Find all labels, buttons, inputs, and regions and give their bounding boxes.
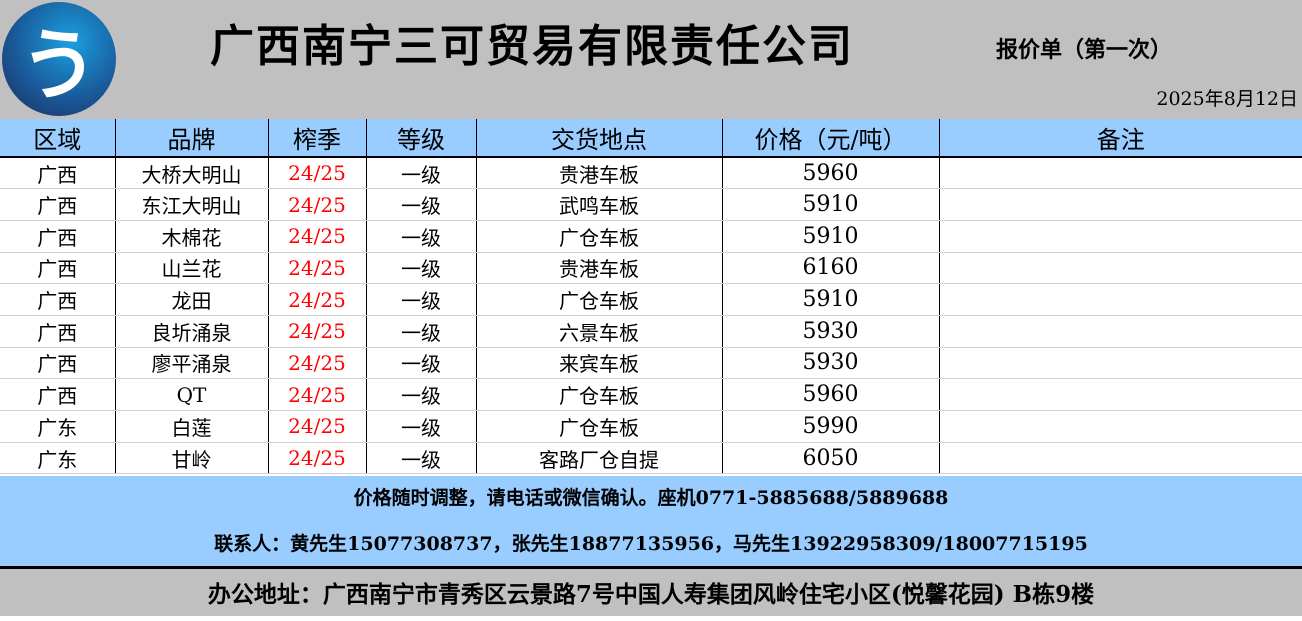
cell-remark xyxy=(938,347,1302,380)
cell-region: 广西 xyxy=(0,283,115,316)
cell-grade: 一级 xyxy=(365,442,476,475)
cell-delivery: 广仓车板 xyxy=(475,410,722,443)
cell-remark xyxy=(938,410,1302,443)
cell-price: 5930 xyxy=(721,347,939,380)
cell-brand: 廖平涌泉 xyxy=(114,347,268,380)
cell-price: 5910 xyxy=(721,283,939,316)
cell-region: 广西 xyxy=(0,220,115,253)
cell-price: 5930 xyxy=(721,315,939,348)
cell-brand: 山兰花 xyxy=(114,252,268,285)
cell-price: 6050 xyxy=(721,442,939,475)
column-header-region: 区域 xyxy=(0,119,115,158)
table-header-row: 区域 品牌 榨季 等级 交货地点 价格（元/吨） 备注 xyxy=(0,119,1302,158)
cell-remark xyxy=(938,315,1302,348)
price-notice: 价格随时调整，请电话或微信确认。座机0771-5885688/5889688 xyxy=(353,487,949,509)
cell-remark xyxy=(938,442,1302,475)
cell-season: 24/25 xyxy=(267,188,366,221)
cell-brand: 东江大明山 xyxy=(114,188,268,221)
cell-delivery: 武鸣车板 xyxy=(475,188,722,221)
cell-delivery: 贵港车板 xyxy=(475,252,722,285)
table-row: 广西 东江大明山 24/25 一级 武鸣车板 5910 xyxy=(0,188,1302,221)
column-header-remark: 备注 xyxy=(938,119,1302,158)
cell-brand: 甘岭 xyxy=(114,442,268,475)
cell-grade: 一级 xyxy=(365,347,476,380)
contacts: 联系人：黄先生15077308737，张先生18877135956，马先生139… xyxy=(214,533,1088,555)
cell-delivery: 客路厂仓自提 xyxy=(475,442,722,475)
notice-panel: 价格随时调整，请电话或微信确认。座机0771-5885688/5889688 联… xyxy=(0,476,1302,569)
cell-delivery: 贵港车板 xyxy=(475,157,722,190)
cell-season: 24/25 xyxy=(267,252,366,285)
cell-region: 广西 xyxy=(0,347,115,380)
table-row: 广东 甘岭 24/25 一级 客路厂仓自提 6050 xyxy=(0,442,1302,475)
cell-delivery: 广仓车板 xyxy=(475,378,722,411)
table-row: 广西 木棉花 24/25 一级 广仓车板 5910 xyxy=(0,220,1302,253)
cell-grade: 一级 xyxy=(365,315,476,348)
cell-remark xyxy=(938,157,1302,190)
cell-remark xyxy=(938,188,1302,221)
column-header-price: 价格（元/吨） xyxy=(721,119,939,158)
table-row: 广西 良圻涌泉 24/25 一级 六景车板 5930 xyxy=(0,315,1302,348)
cell-price: 6160 xyxy=(721,252,939,285)
price-table: 区域 品牌 榨季 等级 交货地点 价格（元/吨） 备注 广西 大桥大明山 24/25 一级 贵港车板… xyxy=(0,119,1302,475)
cell-region: 广东 xyxy=(0,442,115,475)
cell-remark xyxy=(938,220,1302,253)
table-row: 广西 大桥大明山 24/25 一级 贵港车板 5960 xyxy=(0,157,1302,190)
cell-region: 广西 xyxy=(0,252,115,285)
cell-region: 广西 xyxy=(0,315,115,348)
cell-region: 广西 xyxy=(0,157,115,190)
column-header-season: 榨季 xyxy=(267,119,366,158)
logo-glyph: う xyxy=(19,21,98,111)
cell-season: 24/25 xyxy=(267,378,366,411)
cell-price: 5960 xyxy=(721,157,939,190)
cell-remark xyxy=(938,252,1302,285)
cell-season: 24/25 xyxy=(267,442,366,475)
table-row: 广西 廖平涌泉 24/25 一级 来宾车板 5930 xyxy=(0,347,1302,380)
cell-grade: 一级 xyxy=(365,378,476,411)
cell-delivery: 六景车板 xyxy=(475,315,722,348)
table-row: 广西 QT 24/25 一级 广仓车板 5960 xyxy=(0,378,1302,411)
cell-price: 5960 xyxy=(721,378,939,411)
cell-season: 24/25 xyxy=(267,410,366,443)
cell-grade: 一级 xyxy=(365,410,476,443)
table-row: 广西 山兰花 24/25 一级 贵港车板 6160 xyxy=(0,252,1302,285)
cell-region: 广西 xyxy=(0,378,115,411)
cell-season: 24/25 xyxy=(267,347,366,380)
column-header-brand: 品牌 xyxy=(114,119,268,158)
quote-date: 2025年8月12日 xyxy=(1156,88,1298,110)
company-logo: う xyxy=(2,2,116,116)
column-header-delivery: 交货地点 xyxy=(475,119,722,158)
table-row: 广西 龙田 24/25 一级 广仓车板 5910 xyxy=(0,283,1302,316)
cell-grade: 一级 xyxy=(365,157,476,190)
company-name: 广西南宁三可贸易有限责任公司 xyxy=(210,21,854,72)
cell-remark xyxy=(938,283,1302,316)
cell-price: 5910 xyxy=(721,188,939,221)
cell-season: 24/25 xyxy=(267,283,366,316)
title-banner: う 广西南宁三可贸易有限责任公司 报价单（第一次） 2025年8月12日 xyxy=(0,0,1302,119)
cell-brand: QT xyxy=(114,378,268,411)
cell-season: 24/25 xyxy=(267,157,366,190)
column-header-grade: 等级 xyxy=(365,119,476,158)
cell-brand: 良圻涌泉 xyxy=(114,315,268,348)
table-row: 广东 白莲 24/25 一级 广仓车板 5990 xyxy=(0,410,1302,443)
cell-brand: 木棉花 xyxy=(114,220,268,253)
cell-brand: 大桥大明山 xyxy=(114,157,268,190)
cell-season: 24/25 xyxy=(267,220,366,253)
cell-grade: 一级 xyxy=(365,283,476,316)
cell-price: 5910 xyxy=(721,220,939,253)
cell-region: 广西 xyxy=(0,188,115,221)
cell-grade: 一级 xyxy=(365,252,476,285)
office-address: 办公地址：广西南宁市青秀区云景路7号中国人寿集团风岭住宅小区(悦馨花园) B栋9… xyxy=(0,569,1302,616)
cell-region: 广东 xyxy=(0,410,115,443)
cell-season: 24/25 xyxy=(267,315,366,348)
cell-brand: 龙田 xyxy=(114,283,268,316)
cell-brand: 白莲 xyxy=(114,410,268,443)
cell-remark xyxy=(938,378,1302,411)
cell-grade: 一级 xyxy=(365,188,476,221)
cell-price: 5990 xyxy=(721,410,939,443)
cell-delivery: 广仓车板 xyxy=(475,283,722,316)
quote-subtitle: 报价单（第一次） xyxy=(996,38,1173,63)
cell-grade: 一级 xyxy=(365,220,476,253)
cell-delivery: 广仓车板 xyxy=(475,220,722,253)
cell-delivery: 来宾车板 xyxy=(475,347,722,380)
